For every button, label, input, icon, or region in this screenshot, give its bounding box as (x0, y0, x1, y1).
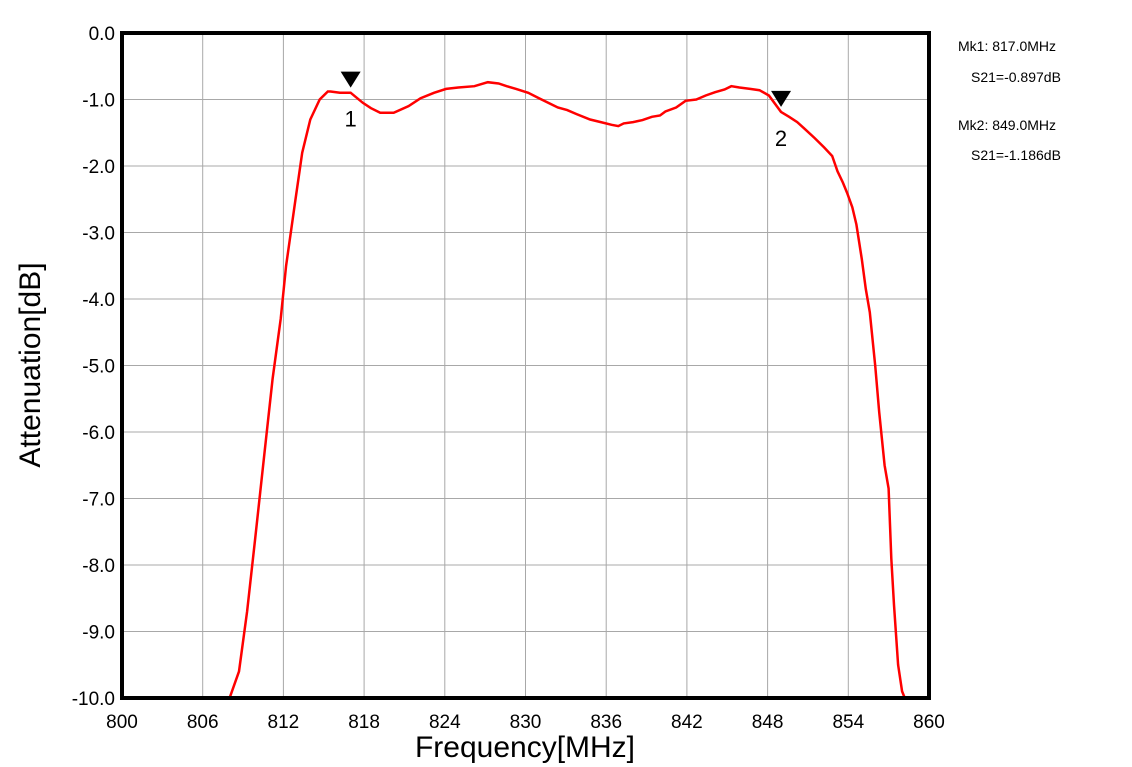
mk1-s21-readout: S21=-0.897dB (971, 69, 1061, 85)
y-tick-label: -1.0 (82, 91, 115, 112)
tick-labels: 800 806 812 818 824 830 836 842 848 854 860 0.0 -1.0… (72, 24, 945, 733)
x-tick-label: 812 (268, 712, 300, 733)
x-tick-label: 818 (348, 712, 380, 733)
markers: 12 (340, 71, 792, 151)
y-tick-label: 0.0 (89, 24, 115, 45)
y-tick-label: -8.0 (82, 556, 115, 577)
x-tick-label: 806 (187, 712, 219, 733)
x-tick-label: 860 (913, 712, 945, 733)
y-axis-title: Attenuation[dB] (14, 262, 47, 467)
y-tick-label: -4.0 (82, 290, 115, 311)
attenuation-series-line (122, 80, 929, 700)
x-tick-label: 824 (429, 712, 461, 733)
y-tick-label: -7.0 (82, 490, 115, 511)
x-tick-label: 836 (590, 712, 622, 733)
marker-readouts: Mk1: 817.0MHz S21=-0.897dB Mk2: 849.0MHz… (958, 38, 1061, 163)
marker-1-triangle (340, 71, 361, 88)
y-tick-label: -2.0 (82, 157, 115, 178)
y-tick-label: -6.0 (82, 423, 115, 444)
plot-frame (120, 31, 931, 700)
grid (122, 33, 929, 698)
x-axis-title: Frequency[MHz] (415, 731, 635, 764)
mk2-s21-readout: S21=-1.186dB (971, 147, 1061, 163)
marker-1-label: 1 (345, 107, 357, 132)
mk2-frequency-readout: Mk2: 849.0MHz (958, 117, 1056, 133)
marker-2-triangle (771, 90, 792, 107)
x-tick-label: 848 (752, 712, 784, 733)
y-tick-label: -3.0 (82, 224, 115, 245)
x-tick-label: 830 (510, 712, 542, 733)
marker-2-label: 2 (775, 126, 787, 151)
x-tick-label: 854 (832, 712, 864, 733)
x-tick-label: 842 (671, 712, 703, 733)
mk1-frequency-readout: Mk1: 817.0MHz (958, 38, 1056, 54)
y-tick-label: -5.0 (82, 357, 115, 378)
y-tick-label: -9.0 (82, 623, 115, 644)
y-tick-label: -10.0 (72, 689, 115, 710)
x-tick-label: 800 (106, 712, 138, 733)
